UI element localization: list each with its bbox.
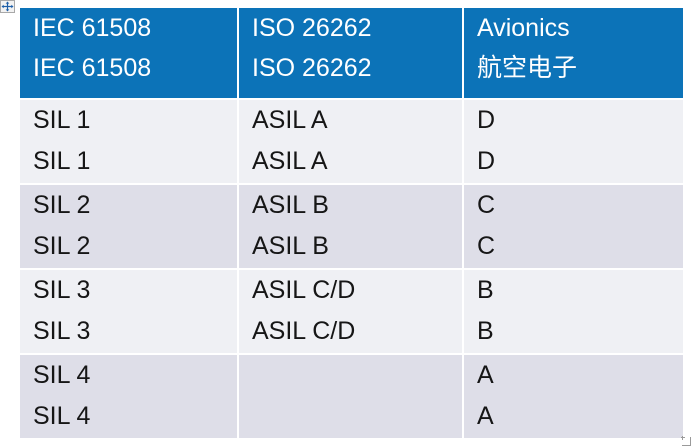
cell-avionics-b: B B	[463, 269, 683, 354]
cell-text-line-1: D	[477, 106, 496, 134]
cell-text-line-1	[252, 355, 462, 396]
cell-text-line-2: ASIL A	[252, 147, 328, 175]
column-header-iec-line-2: IEC 61508	[33, 54, 152, 82]
cell-text-line-1: ASIL B	[252, 191, 329, 219]
cell-iso-empty	[238, 354, 464, 438]
cell-text-line-2: C	[477, 232, 496, 260]
table-body: SIL 1 SIL 1 ASIL A ASIL A D D SIL 2 SIL …	[20, 99, 683, 438]
table-row: SIL 3 SIL 3 ASIL C/D ASIL C/D B B	[20, 269, 683, 354]
table-row: SIL 2 SIL 2 ASIL B ASIL B C C	[20, 184, 683, 269]
column-header-avionics-line-2-cjk: 航空电子	[477, 54, 578, 82]
table-row: SIL 1 SIL 1 ASIL A ASIL A D D	[20, 99, 683, 184]
cell-text-line-2: B	[477, 317, 494, 345]
table-resize-handle[interactable]	[681, 436, 691, 446]
cell-text-line-2: SIL 1	[33, 147, 91, 175]
cell-text-line-1: A	[477, 361, 494, 389]
column-header-iec-61508: IEC 61508 IEC 61508	[20, 8, 239, 99]
column-header-avionics: Avionics 航空电子	[463, 8, 683, 99]
table-row: SIL 4 SIL 4 A A	[20, 354, 683, 438]
cell-text-line-1: ASIL A	[252, 106, 328, 134]
column-header-iso-line-2: ISO 26262	[252, 54, 372, 82]
cell-iso-asil-cd: ASIL C/D ASIL C/D	[238, 269, 464, 354]
cell-avionics-c: C C	[463, 184, 683, 269]
table-header: IEC 61508 IEC 61508 ISO 26262 ISO 26262 …	[20, 8, 683, 99]
cell-iec-sil-2: SIL 2 SIL 2	[20, 184, 239, 269]
cell-text-line-1: C	[477, 191, 496, 219]
cell-text-line-2: SIL 4	[33, 402, 91, 430]
cell-text-line-2: D	[477, 147, 496, 175]
cell-text-line-1: SIL 4	[33, 361, 91, 389]
cell-iec-sil-3: SIL 3 SIL 3	[20, 269, 239, 354]
table-move-handle[interactable]	[0, 0, 15, 13]
cell-text-line-1: SIL 1	[33, 106, 91, 134]
column-header-avionics-line-1: Avionics	[477, 14, 570, 42]
cell-avionics-a: A A	[463, 354, 683, 438]
cell-iec-sil-4: SIL 4 SIL 4	[20, 354, 239, 438]
cell-text-line-2: SIL 2	[33, 232, 91, 260]
cell-avionics-d: D D	[463, 99, 683, 184]
cell-text-line-2	[252, 396, 462, 437]
cell-iec-sil-1: SIL 1 SIL 1	[20, 99, 239, 184]
cell-text-line-2: ASIL C/D	[252, 317, 356, 345]
cell-text-line-1: ASIL C/D	[252, 276, 356, 304]
column-header-iso-26262: ISO 26262 ISO 26262	[238, 8, 464, 99]
cell-text-line-1: SIL 2	[33, 191, 91, 219]
cell-text-line-1: SIL 3	[33, 276, 91, 304]
column-header-iec-line-1: IEC 61508	[33, 14, 152, 42]
cell-text-line-2: ASIL B	[252, 232, 329, 260]
cell-iso-asil-b: ASIL B ASIL B	[238, 184, 464, 269]
table-header-row: IEC 61508 IEC 61508 ISO 26262 ISO 26262 …	[20, 8, 683, 99]
cell-text-line-1: B	[477, 276, 494, 304]
cell-text-line-2: SIL 3	[33, 317, 91, 345]
column-header-iso-line-1: ISO 26262	[252, 14, 372, 42]
cell-iso-asil-a: ASIL A ASIL A	[238, 99, 464, 184]
four-way-move-arrow-icon	[1, 1, 14, 12]
sil-comparison-table: IEC 61508 IEC 61508 ISO 26262 ISO 26262 …	[20, 8, 683, 438]
cell-text-line-2: A	[477, 402, 494, 430]
